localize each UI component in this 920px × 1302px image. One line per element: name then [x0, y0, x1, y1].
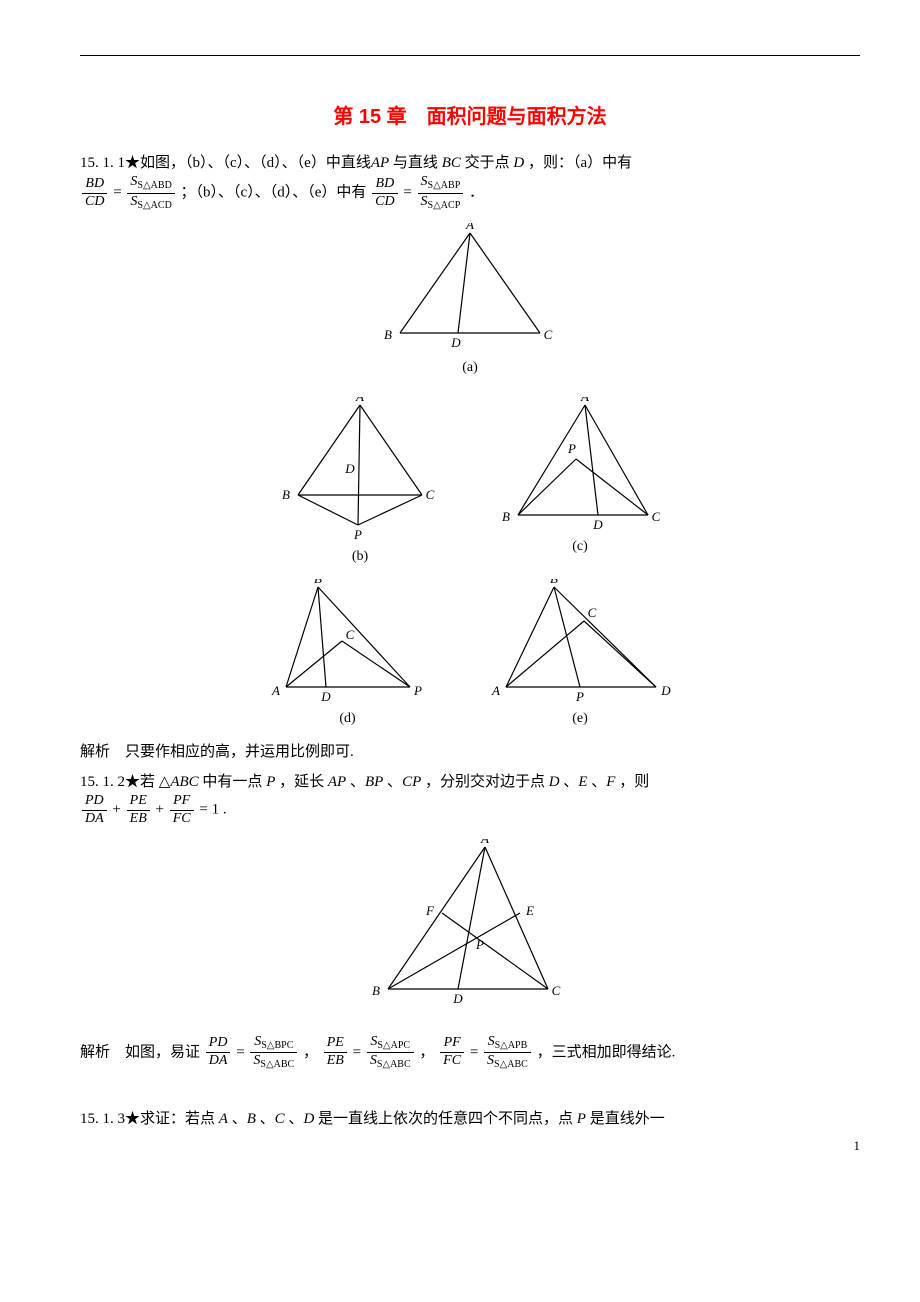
- svg-text:D: D: [452, 991, 463, 1006]
- svg-text:C: C: [345, 627, 354, 642]
- p1-body1-cn: 与直线: [393, 155, 442, 171]
- svg-text:C: C: [426, 487, 435, 502]
- p2-frac-3: PFFC: [170, 794, 194, 826]
- p2-tail: = 1 .: [199, 802, 226, 818]
- svg-text:D: D: [450, 335, 461, 350]
- svg-text:A: A: [271, 683, 280, 698]
- svg-text:F: F: [425, 903, 435, 918]
- p3-number: 15. 1. 3★: [80, 1111, 140, 1127]
- svg-text:B: B: [502, 509, 510, 524]
- svg-text:P: P: [575, 689, 584, 704]
- svg-text:D: D: [344, 461, 355, 476]
- svg-text:D: D: [320, 689, 331, 704]
- svg-text:E: E: [525, 903, 534, 918]
- figure-row-de: A B C D P (d) A B C D P (e): [80, 579, 860, 730]
- analysis-1: 解析 只要作相应的高，并运用比例即可.: [80, 740, 860, 764]
- figure-a-caption: (a): [380, 357, 560, 379]
- chapter-title: 第 15 章 面积问题与面积方法: [80, 101, 860, 133]
- svg-text:A: A: [491, 683, 500, 698]
- figure-c: A B C D P: [500, 397, 660, 532]
- svg-text:B: B: [384, 327, 392, 342]
- figure-c-caption: (c): [500, 536, 660, 558]
- svg-text:B: B: [372, 983, 380, 998]
- p3-text: 求证：若点 A 、B 、C 、D 是一直线上依次的任意四个不同点，点 P 是直线…: [140, 1111, 665, 1127]
- figure-row-bc: A B C D P (b) A B C D P (c): [80, 397, 860, 568]
- svg-text:B: B: [550, 579, 558, 586]
- svg-text:P: P: [475, 937, 484, 952]
- top-rule: [80, 55, 860, 56]
- p1-eq2-lhs: BD CD: [372, 177, 397, 209]
- figure-p2: A B C D E F P: [370, 839, 570, 1009]
- analysis-2: 解析 如图，易证 PDDA = SS△BPCSS△ABC ， PEEB = SS…: [80, 1035, 860, 1071]
- figure-d-caption: (d): [268, 708, 428, 730]
- figure-e: A B C D P: [488, 579, 673, 704]
- p2-frac-1: PDDA: [82, 794, 107, 826]
- p1-eq2-rhs: SS△ABP SS△ACP: [418, 175, 464, 211]
- problem-3: 15. 1. 3★求证：若点 A 、B 、C 、D 是一直线上依次的任意四个不同…: [80, 1107, 860, 1131]
- p1-lead: 如图，（b）、（c）、（d）、（e）中直线: [140, 155, 371, 171]
- svg-text:B: B: [282, 487, 290, 502]
- svg-text:P: P: [353, 527, 362, 542]
- svg-text:D: D: [660, 683, 671, 698]
- p1-body1-tail: ，则：（a）中有: [524, 155, 632, 171]
- figure-p2-block: A B C D E F P: [80, 839, 860, 1017]
- svg-text:B: B: [314, 579, 322, 586]
- problem-1: 15. 1. 1★如图，（b）、（c）、（d）、（e）中直线AP 与直线 BC …: [80, 151, 860, 211]
- svg-text:P: P: [567, 441, 576, 456]
- p1-eq1-lhs: BD CD: [82, 177, 107, 209]
- p2-lead: 若 △ABC 中有一点 P ，延长 AP 、BP 、CP ，分别交对边于点 D …: [140, 774, 649, 790]
- svg-text:A: A: [580, 397, 589, 404]
- svg-text:C: C: [587, 605, 596, 620]
- figure-b-caption: (b): [280, 546, 440, 568]
- figure-d: A B C D P: [268, 579, 428, 704]
- p2-frac-2: PEEB: [127, 794, 150, 826]
- p1-eq1-rhs: SS△ABD SS△ACD: [127, 175, 174, 211]
- svg-text:A: A: [480, 839, 489, 846]
- svg-text:A: A: [465, 223, 474, 232]
- p1-number: 15. 1. 1★: [80, 155, 140, 171]
- svg-text:D: D: [592, 517, 603, 532]
- svg-text:C: C: [552, 983, 561, 998]
- p2-number: 15. 1. 2★: [80, 774, 140, 790]
- figure-a-block: A B C D (a): [80, 223, 860, 379]
- figure-a: A B C D: [380, 223, 560, 353]
- page-number: 1: [854, 1136, 861, 1157]
- problem-2: 15. 1. 2★若 △ABC 中有一点 P ，延长 AP 、BP 、CP ，分…: [80, 770, 860, 826]
- p1-body1-cn2: 交于点: [465, 155, 514, 171]
- figure-b: A B C D P: [280, 397, 440, 542]
- svg-text:C: C: [544, 327, 553, 342]
- svg-text:C: C: [652, 509, 660, 524]
- svg-text:P: P: [413, 683, 422, 698]
- figure-e-caption: (e): [488, 708, 673, 730]
- svg-text:A: A: [355, 397, 364, 404]
